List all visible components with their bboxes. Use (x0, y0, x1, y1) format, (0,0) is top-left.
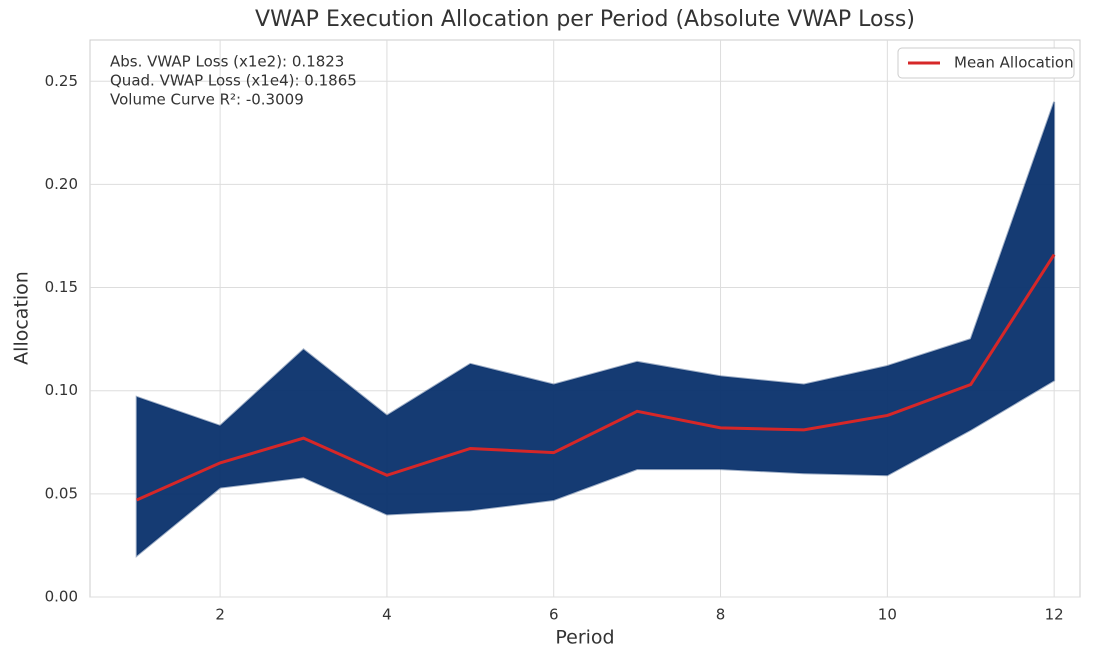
legend: Mean Allocation (897, 47, 1075, 79)
x-tick-label: 10 (878, 606, 897, 624)
x-tick-label: 2 (215, 606, 225, 624)
y-axis-label: Allocation (11, 271, 33, 365)
x-tick-label: 12 (1045, 606, 1064, 624)
y-tick-label: 0.15 (45, 278, 78, 296)
annotation: Abs. VWAP Loss (x1e2): 0.1823 (110, 53, 344, 71)
annotation: Volume Curve R²: -0.3009 (110, 91, 304, 109)
annotation: Quad. VWAP Loss (x1e4): 0.1865 (110, 72, 357, 90)
y-tick-label: 0.10 (45, 381, 78, 399)
x-tick-label: 4 (382, 606, 392, 624)
plot-area (89, 39, 1081, 598)
y-tick-label: 0.00 (45, 588, 78, 606)
chart-title: VWAP Execution Allocation per Period (Ab… (255, 7, 915, 32)
x-tick-label: 6 (549, 606, 559, 624)
allocation-envelope (135, 101, 1056, 558)
x-axis-label: Period (555, 627, 614, 649)
x-tick-label: 8 (716, 606, 726, 624)
y-tick-label: 0.05 (45, 484, 78, 502)
y-tick-label: 0.25 (45, 72, 78, 90)
y-tick-label: 0.20 (45, 175, 78, 193)
mean-line (136, 253, 1056, 502)
legend-box (897, 47, 1075, 79)
legend-label: Mean Allocation (954, 54, 1074, 72)
